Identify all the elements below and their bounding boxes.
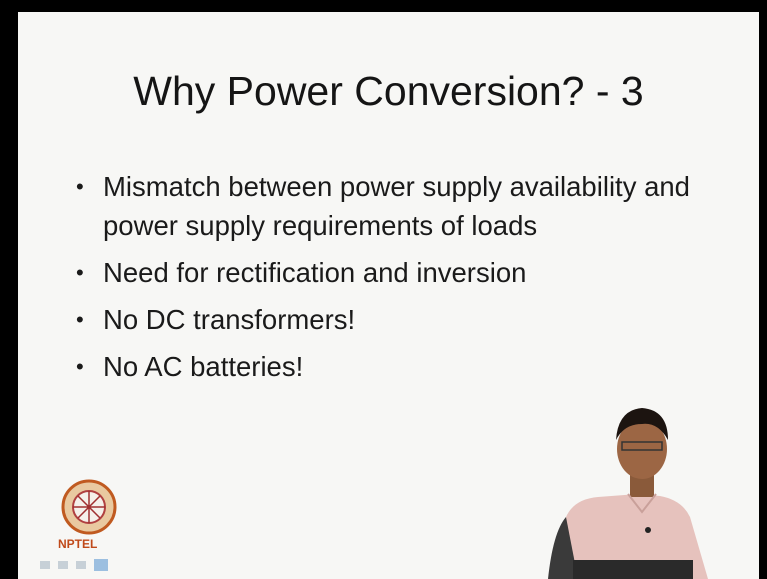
slide-graphics [18, 12, 759, 579]
slide: Why Power Conversion? - 3 Mismatch betwe… [18, 12, 759, 579]
screen: Why Power Conversion? - 3 Mismatch betwe… [0, 0, 767, 579]
logo-label: NPTEL [58, 537, 97, 551]
toolbar-icons [40, 559, 108, 571]
nptel-logo [63, 481, 115, 533]
presenter [548, 408, 708, 579]
